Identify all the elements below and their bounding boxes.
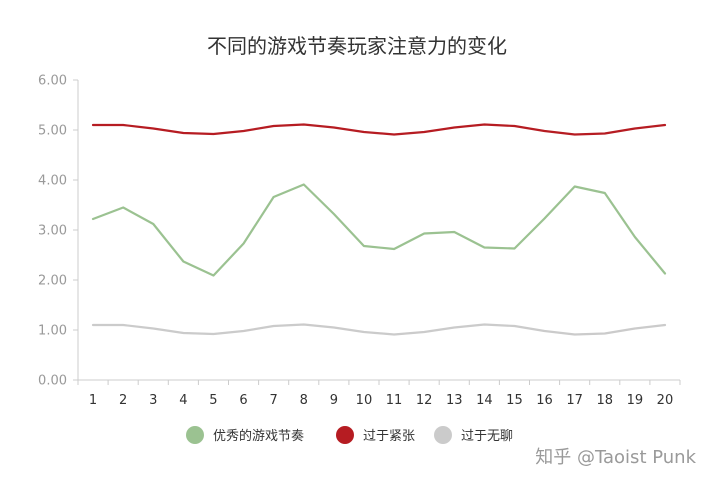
x-tick-label: 1 xyxy=(89,393,97,408)
x-tick-label: 5 xyxy=(209,393,217,408)
chart-title: 不同的游戏节奏玩家注意力的变化 xyxy=(207,34,507,58)
legend-marker xyxy=(186,426,204,444)
x-tick-label: 17 xyxy=(566,393,583,408)
legend-item-2[interactable]: 过于紧张 xyxy=(336,426,415,444)
series-line-3 xyxy=(91,323,667,336)
y-tick-label: 6.00 xyxy=(38,74,67,89)
watermark: 知乎 @Taoist Punk xyxy=(535,447,696,468)
x-tick-label: 3 xyxy=(149,393,157,408)
y-axis: 0.00 1.00 2.00 3.00 4.00 5.00 6.00 xyxy=(38,74,79,389)
x-tick-label: 9 xyxy=(330,393,338,408)
legend-item-1[interactable]: 优秀的游戏节奏 xyxy=(186,426,304,444)
legend-marker xyxy=(434,426,452,444)
legend-label: 过于无聊 xyxy=(461,429,513,444)
legend-marker xyxy=(336,426,354,444)
x-tick-label: 10 xyxy=(356,393,373,408)
x-tick-label: 19 xyxy=(627,393,644,408)
x-tick-label: 13 xyxy=(446,393,463,408)
x-tick-label: 18 xyxy=(596,393,613,408)
x-axis: 1 2 3 4 5 6 7 8 9 10 11 12 13 14 15 16 17 18 19 20 xyxy=(77,379,681,408)
y-tick-label: 4.00 xyxy=(38,174,67,189)
x-tick-label: 16 xyxy=(536,393,553,408)
x-tick-label: 4 xyxy=(179,393,187,408)
x-tick-label: 6 xyxy=(239,393,247,408)
x-tick-label: 14 xyxy=(476,393,493,408)
y-tick-label: 0.00 xyxy=(38,374,67,389)
legend-label: 过于紧张 xyxy=(363,429,415,444)
legend-item-3[interactable]: 过于无聊 xyxy=(434,426,513,444)
x-tick-label: 20 xyxy=(657,393,674,408)
x-tick-label: 12 xyxy=(416,393,433,408)
y-tick-label: 2.00 xyxy=(38,274,67,289)
series-line-2 xyxy=(91,123,667,136)
series-line-1 xyxy=(91,183,667,277)
y-tick-label: 5.00 xyxy=(38,124,67,139)
x-tick-label: 2 xyxy=(119,393,127,408)
y-tick-label: 1.00 xyxy=(38,324,67,339)
x-tick-label: 8 xyxy=(300,393,308,408)
x-tick-label: 7 xyxy=(270,393,278,408)
series-layer xyxy=(91,123,667,336)
legend-label: 优秀的游戏节奏 xyxy=(213,428,304,444)
legend: 优秀的游戏节奏 过于紧张 过于无聊 xyxy=(186,426,513,444)
x-tick-label: 11 xyxy=(386,393,403,408)
y-tick-label: 3.00 xyxy=(38,224,67,239)
x-tick-label: 15 xyxy=(506,393,523,408)
